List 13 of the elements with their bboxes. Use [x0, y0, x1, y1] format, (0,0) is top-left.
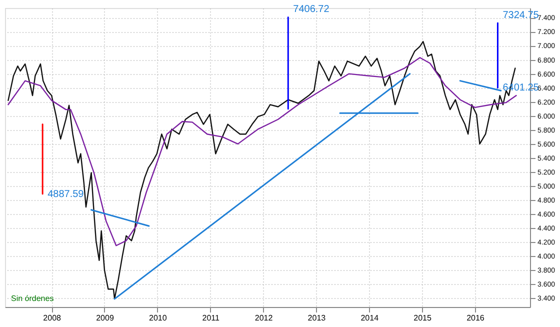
- x-tick-label: 2012: [254, 314, 274, 322]
- annotation: 7406.72: [293, 4, 330, 16]
- x-tick-label: 2009: [96, 314, 114, 322]
- annotation: 4887.59: [48, 188, 84, 200]
- x-tick-label: 2013: [308, 314, 326, 322]
- x-tick-label: 2015: [414, 314, 432, 322]
- x-tick-label: 2014: [360, 314, 380, 322]
- x-tick-label: 2010: [149, 314, 168, 322]
- annotation: Sin órdenes: [11, 294, 54, 303]
- x-tick-label: 2011: [202, 314, 220, 322]
- x-tick-label: 2016: [466, 314, 485, 322]
- x-tick-label: 2008: [43, 314, 62, 322]
- annotation: 7324.75: [502, 10, 540, 21]
